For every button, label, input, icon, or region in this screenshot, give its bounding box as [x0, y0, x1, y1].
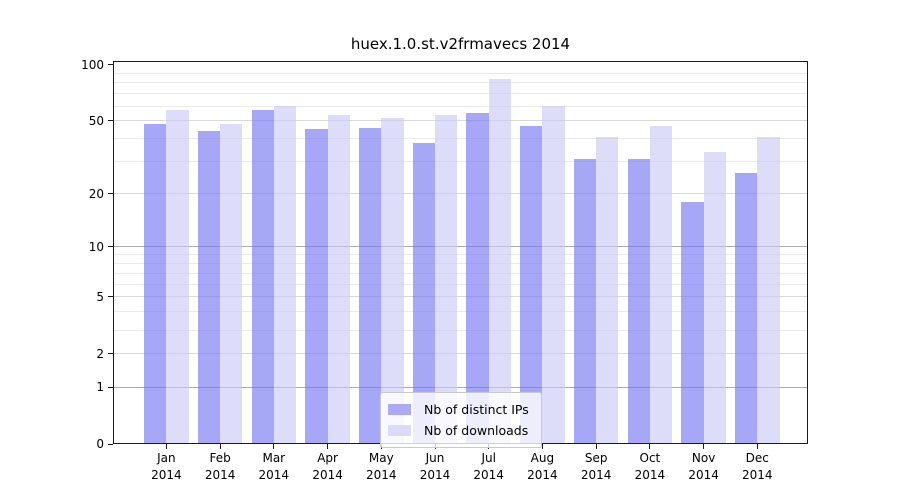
y-tick-mark	[108, 120, 113, 122]
bar-distinct-ips-may	[359, 127, 382, 444]
bar-distinct-ips-nov	[681, 202, 704, 444]
y-tick-label: 2	[96, 346, 104, 361]
x-tick-mark	[165, 444, 167, 449]
x-tick-mark	[219, 444, 221, 449]
y-tick-label: 50	[88, 113, 104, 128]
bar-distinct-ips-sep	[573, 159, 597, 444]
x-tick-label-dec: Dec 2014	[742, 451, 773, 482]
gridline-minor	[114, 72, 807, 74]
bar-downloads-may	[381, 117, 404, 444]
x-tick-label-apr: Apr 2014	[312, 451, 343, 482]
x-tick-label-feb: Feb 2014	[204, 451, 236, 482]
y-tick-label: 1	[96, 380, 104, 394]
x-tick-label-jul: Jul 2014	[473, 451, 504, 482]
bar-distinct-ips-aug	[520, 125, 543, 444]
x-tick-label-sep: Sep 2014	[580, 451, 612, 482]
gridline-medium	[114, 193, 807, 195]
gridline-minor	[114, 138, 807, 140]
bar-distinct-ips-jun	[412, 142, 435, 444]
legend-swatch-downloads	[388, 424, 411, 436]
gridline-medium	[114, 296, 807, 298]
x-tick-mark	[595, 444, 597, 449]
y-tick-mark	[108, 296, 113, 298]
legend-swatch-distinct-ips	[388, 403, 411, 415]
x-tick-mark	[703, 444, 705, 449]
bar-downloads-nov	[703, 151, 726, 444]
bar-downloads-mar	[273, 106, 297, 444]
y-tick-label: 5	[96, 289, 104, 304]
bar-distinct-ips-oct	[627, 159, 650, 444]
gridline-medium	[114, 120, 807, 122]
gridline-minor	[114, 161, 807, 163]
bar-distinct-ips-feb	[197, 131, 221, 444]
gridline-minor	[114, 283, 807, 285]
y-tick-mark	[108, 64, 113, 66]
x-tick-mark	[649, 444, 651, 449]
chart-title: huex.1.0.st.v2frmavecs 2014	[350, 35, 571, 53]
gridline-minor	[114, 254, 807, 256]
gridline-minor	[114, 272, 807, 274]
gridline-minor	[114, 262, 807, 264]
gridline-major	[114, 386, 807, 388]
bar-distinct-ips-jan	[144, 124, 167, 444]
bar-downloads-jul	[488, 78, 511, 444]
legend-item-distinct-ips: Nb of distinct IPs	[388, 399, 529, 419]
gridline-minor	[114, 311, 807, 313]
y-tick-mark	[108, 246, 113, 248]
x-tick-mark	[273, 444, 275, 449]
x-tick-label-nov: Nov 2014	[688, 451, 719, 482]
x-tick-label-aug: Aug 2014	[527, 451, 558, 482]
legend-label-distinct-ips: Nb of distinct IPs	[424, 401, 529, 417]
y-tick-label: 20	[88, 186, 104, 201]
y-tick-mark	[108, 443, 113, 445]
x-tick-label-oct: Oct 2014	[634, 451, 666, 482]
y-tick-label: 100	[81, 57, 104, 72]
bar-distinct-ips-apr	[305, 129, 328, 444]
x-tick-mark	[541, 444, 543, 449]
bar-distinct-ips-dec	[735, 173, 758, 444]
gridline-minor	[114, 93, 807, 95]
bar-downloads-oct	[649, 125, 673, 444]
y-tick-label: 0	[96, 437, 104, 451]
bar-downloads-apr	[327, 114, 350, 444]
gridline-minor	[114, 329, 807, 331]
bar-distinct-ips-mar	[251, 110, 274, 444]
gridline-major	[114, 246, 807, 248]
y-tick-mark	[108, 386, 113, 388]
bar-downloads-sep	[596, 136, 619, 444]
y-tick-mark	[108, 353, 113, 355]
legend: Nb of distinct IPs Nb of downloads	[380, 392, 542, 448]
bar-downloads-jun	[435, 114, 458, 444]
bar-downloads-dec	[757, 136, 780, 444]
gridline-minor	[114, 105, 807, 107]
legend-item-downloads: Nb of downloads	[388, 420, 529, 440]
bar-downloads-jan	[166, 110, 189, 444]
x-tick-label-may: May 2014	[366, 451, 397, 482]
bar-downloads-feb	[220, 124, 243, 444]
bar-downloads-aug	[542, 106, 565, 444]
gridline-minor	[114, 82, 807, 84]
x-tick-label-jun: Jun 2014	[419, 451, 451, 482]
gridline-medium	[114, 353, 807, 355]
y-tick-mark	[108, 193, 113, 195]
y-tick-label: 10	[88, 239, 104, 254]
x-tick-label-jan: Jan 2014	[151, 451, 182, 482]
legend-label-downloads: Nb of downloads	[424, 422, 529, 438]
x-tick-label-mar: Mar 2014	[258, 451, 290, 482]
x-tick-mark	[756, 444, 758, 449]
bar-distinct-ips-jul	[466, 113, 489, 444]
x-tick-mark	[327, 444, 329, 449]
